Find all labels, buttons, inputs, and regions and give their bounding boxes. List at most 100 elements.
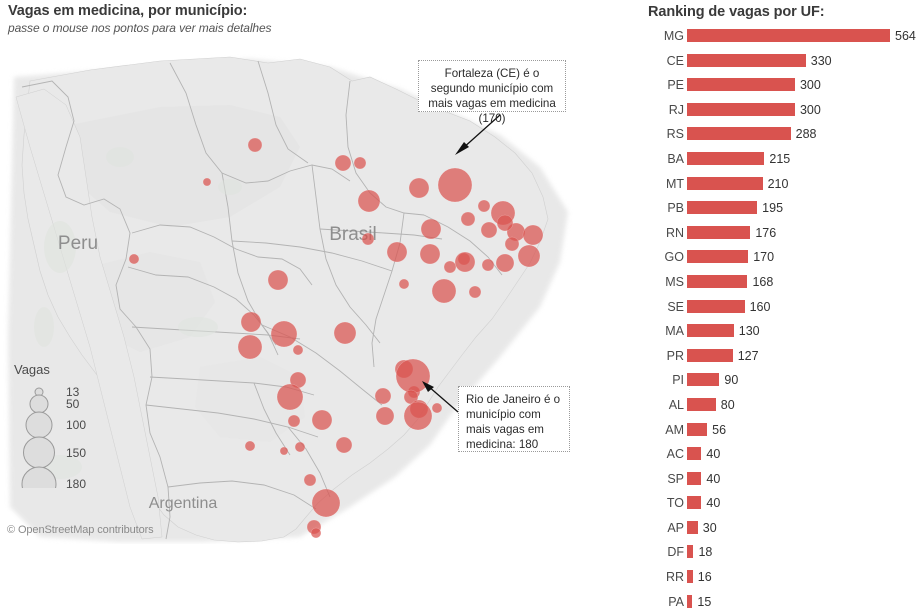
- ranking-bar[interactable]: [687, 348, 733, 362]
- map-bubble[interactable]: [270, 320, 298, 348]
- ranking-row[interactable]: MG 564: [632, 26, 924, 51]
- ranking-row[interactable]: CE 330: [632, 51, 924, 76]
- ranking-row[interactable]: PA 15: [632, 592, 924, 616]
- ranking-row[interactable]: BA 215: [632, 149, 924, 174]
- ranking-bar[interactable]: [687, 299, 745, 313]
- map-bubble[interactable]: [202, 177, 212, 187]
- map-bubble[interactable]: [496, 214, 514, 232]
- ranking-row[interactable]: TO 40: [632, 493, 924, 518]
- ranking-row[interactable]: PI 90: [632, 370, 924, 395]
- ranking-bar[interactable]: [687, 397, 716, 411]
- ranking-row[interactable]: RJ 300: [632, 100, 924, 125]
- ranking-bar[interactable]: [687, 545, 694, 559]
- ranking-row[interactable]: SE 160: [632, 297, 924, 322]
- map-bubble[interactable]: [374, 387, 392, 405]
- ranking-bar[interactable]: [687, 594, 693, 608]
- ranking-row[interactable]: RR 16: [632, 567, 924, 592]
- ranking-row[interactable]: PE 300: [632, 75, 924, 100]
- ranking-bar[interactable]: [687, 274, 748, 288]
- ranking-bar[interactable]: [687, 201, 758, 215]
- ranking-row[interactable]: MT 210: [632, 174, 924, 199]
- map-bubble[interactable]: [279, 446, 289, 456]
- map-bubble[interactable]: [333, 321, 357, 345]
- map-bubble[interactable]: [287, 414, 301, 428]
- ranking-row[interactable]: MA 130: [632, 321, 924, 346]
- map-bubble[interactable]: [311, 409, 333, 431]
- ranking-row[interactable]: RS 288: [632, 124, 924, 149]
- ranking-row[interactable]: MS 168: [632, 272, 924, 297]
- ranking-bar[interactable]: [687, 422, 708, 436]
- map-bubble[interactable]: [403, 401, 433, 431]
- map-bubble[interactable]: [303, 473, 317, 487]
- map-bubble[interactable]: [481, 258, 495, 272]
- map-bubble[interactable]: [128, 253, 140, 265]
- ranking-bar[interactable]: [687, 53, 806, 67]
- map-bubble[interactable]: [244, 440, 256, 452]
- map-bubble[interactable]: [357, 189, 381, 213]
- ranking-row[interactable]: DF 18: [632, 542, 924, 567]
- map-bubble[interactable]: [420, 218, 442, 240]
- map-bubble[interactable]: [522, 224, 544, 246]
- map-bubble[interactable]: [237, 334, 263, 360]
- map-bubble[interactable]: [480, 221, 498, 239]
- ranking-row[interactable]: AM 56: [632, 420, 924, 445]
- map-bubble[interactable]: [408, 177, 430, 199]
- ranking-bar[interactable]: [687, 373, 720, 387]
- map-bubble[interactable]: [240, 311, 262, 333]
- osm-attribution[interactable]: © OpenStreetMap contributors: [7, 524, 154, 536]
- ranking-row[interactable]: AC 40: [632, 444, 924, 469]
- map-bubble[interactable]: [437, 167, 473, 203]
- ranking-bar[interactable]: [687, 324, 734, 338]
- map-bubble[interactable]: [517, 244, 541, 268]
- map-bubble[interactable]: [292, 344, 304, 356]
- map-bubble-layer[interactable]: [128, 137, 544, 539]
- ranking-bar[interactable]: [687, 250, 749, 264]
- ranking-uf-label: BA: [667, 151, 684, 166]
- ranking-row[interactable]: AL 80: [632, 395, 924, 420]
- map-bubble[interactable]: [335, 436, 353, 454]
- map-bubble[interactable]: [460, 211, 476, 227]
- map-bubble[interactable]: [477, 199, 491, 213]
- ranking-bar[interactable]: [687, 520, 698, 534]
- map-bubble[interactable]: [443, 260, 457, 274]
- map-bubble[interactable]: [276, 383, 304, 411]
- map-canvas[interactable]: Peru Brasil Argentina Vagas: [0, 37, 632, 544]
- map-bubble[interactable]: [311, 488, 341, 518]
- map-bubble[interactable]: [361, 232, 375, 246]
- ranking-bar[interactable]: [687, 29, 890, 42]
- map-bubble[interactable]: [247, 137, 263, 153]
- ranking-bar[interactable]: [687, 102, 795, 116]
- map-bubble[interactable]: [398, 278, 410, 290]
- ranking-value: 170: [753, 250, 775, 265]
- ranking-row[interactable]: GO 170: [632, 247, 924, 272]
- ranking-bar[interactable]: [687, 570, 693, 584]
- ranking-bar[interactable]: [687, 176, 763, 190]
- map-bubble[interactable]: [504, 236, 520, 252]
- ranking-bar[interactable]: [687, 496, 702, 510]
- map-bubble[interactable]: [431, 278, 457, 304]
- map-bubble[interactable]: [386, 241, 408, 263]
- ranking-bar[interactable]: [687, 447, 702, 461]
- map-bubble[interactable]: [267, 269, 289, 291]
- map-bubble[interactable]: [495, 253, 515, 273]
- map-bubble[interactable]: [353, 156, 367, 170]
- map-bubble[interactable]: [310, 527, 322, 539]
- ranking-bar[interactable]: [687, 225, 751, 239]
- ranking-bar[interactable]: [687, 78, 795, 92]
- map-bubble[interactable]: [294, 441, 306, 453]
- map-bubble[interactable]: [431, 402, 443, 414]
- map-bubble[interactable]: [454, 251, 476, 273]
- ranking-bar[interactable]: [687, 127, 791, 141]
- map-bubble[interactable]: [395, 358, 431, 394]
- ranking-row[interactable]: PB 195: [632, 198, 924, 223]
- map-bubble[interactable]: [375, 406, 395, 426]
- ranking-bar[interactable]: [687, 151, 765, 165]
- map-bubble[interactable]: [334, 154, 352, 172]
- map-bubble[interactable]: [419, 243, 441, 265]
- ranking-row[interactable]: AP 30: [632, 518, 924, 543]
- ranking-row[interactable]: SP 40: [632, 469, 924, 494]
- ranking-row[interactable]: PR 127: [632, 346, 924, 371]
- ranking-row[interactable]: RN 176: [632, 223, 924, 248]
- map-bubble[interactable]: [468, 285, 482, 299]
- ranking-bar[interactable]: [687, 471, 702, 485]
